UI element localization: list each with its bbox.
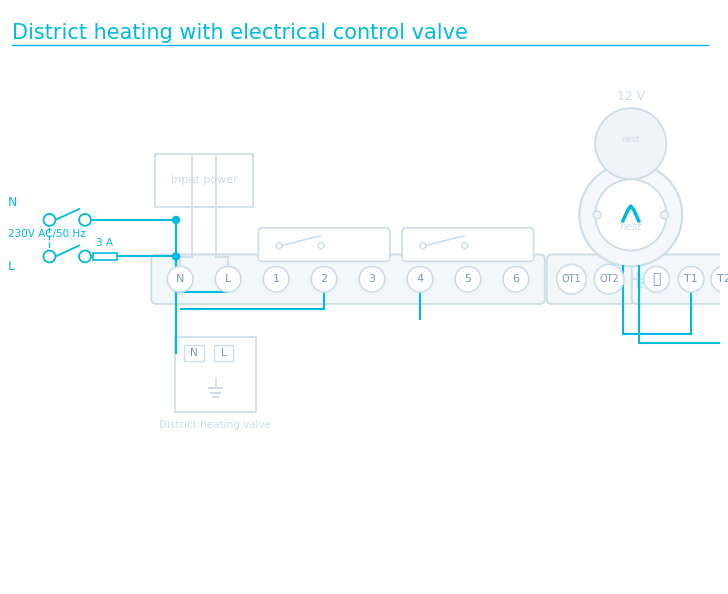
Text: L: L [221, 348, 226, 358]
Text: 1: 1 [272, 274, 280, 284]
FancyBboxPatch shape [547, 254, 634, 304]
Circle shape [644, 266, 669, 292]
Circle shape [596, 108, 666, 179]
Text: N: N [176, 274, 184, 284]
Circle shape [678, 266, 704, 292]
Circle shape [44, 251, 55, 263]
Text: District heating valve: District heating valve [159, 419, 272, 429]
FancyBboxPatch shape [151, 254, 545, 304]
Circle shape [173, 216, 180, 223]
Text: L: L [225, 274, 232, 284]
Text: 230V AC/50 Hz: 230V AC/50 Hz [8, 229, 85, 239]
Text: nest: nest [622, 135, 640, 144]
Circle shape [167, 266, 193, 292]
Circle shape [44, 214, 55, 226]
Circle shape [359, 266, 385, 292]
Text: Input power: Input power [171, 175, 237, 185]
Text: N: N [190, 348, 198, 358]
Text: 3 A: 3 A [96, 238, 114, 248]
Text: 3: 3 [368, 274, 376, 284]
Text: OT2: OT2 [599, 274, 619, 284]
FancyBboxPatch shape [175, 337, 256, 412]
Circle shape [407, 266, 433, 292]
Circle shape [557, 264, 586, 294]
Text: L: L [8, 260, 15, 273]
Text: 6: 6 [513, 274, 519, 284]
Circle shape [276, 242, 282, 248]
Circle shape [711, 266, 728, 292]
FancyBboxPatch shape [155, 154, 253, 207]
Text: ⏚: ⏚ [652, 272, 661, 286]
Circle shape [420, 242, 426, 248]
Text: N: N [8, 196, 17, 209]
Text: T1: T1 [684, 274, 698, 284]
FancyBboxPatch shape [258, 228, 389, 261]
Text: T2: T2 [717, 274, 728, 284]
Circle shape [79, 251, 91, 263]
Circle shape [462, 242, 468, 248]
Text: OT1: OT1 [562, 274, 581, 284]
Circle shape [503, 266, 529, 292]
Circle shape [579, 163, 682, 266]
FancyBboxPatch shape [93, 252, 116, 260]
Circle shape [318, 242, 324, 248]
Text: District heating with electrical control valve: District heating with electrical control… [12, 23, 467, 43]
Circle shape [596, 179, 666, 251]
Circle shape [79, 214, 91, 226]
Text: 5: 5 [464, 274, 472, 284]
Circle shape [660, 211, 668, 219]
Circle shape [173, 253, 180, 260]
Circle shape [311, 266, 337, 292]
Circle shape [594, 264, 624, 294]
Text: nest: nest [620, 222, 642, 232]
Circle shape [455, 266, 480, 292]
FancyBboxPatch shape [632, 254, 728, 304]
Circle shape [215, 266, 241, 292]
Text: 4: 4 [416, 274, 424, 284]
Circle shape [264, 266, 289, 292]
Circle shape [593, 211, 601, 219]
Text: 2: 2 [320, 274, 328, 284]
FancyBboxPatch shape [402, 228, 534, 261]
FancyBboxPatch shape [184, 346, 204, 361]
Text: 12 V: 12 V [617, 90, 645, 103]
FancyBboxPatch shape [213, 346, 234, 361]
